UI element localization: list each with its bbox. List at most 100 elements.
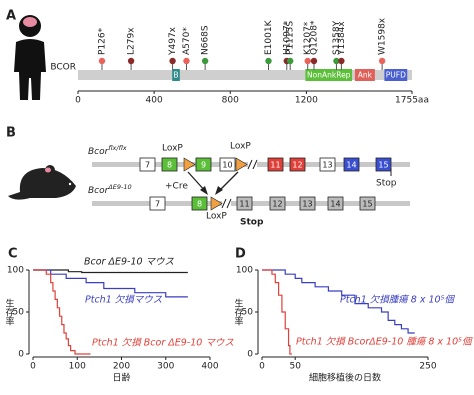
mutation-label: W1598x (378, 17, 388, 55)
mutation-marker (304, 57, 311, 65)
mutation-label: N668S (201, 25, 211, 55)
x-axis-label: 細胞移植後の日数 (309, 372, 381, 384)
exon-label: 14 (346, 161, 356, 170)
exon (359, 196, 376, 211)
domain (354, 69, 375, 81)
x-tick-label: 200 (113, 362, 130, 372)
exon (219, 157, 236, 172)
exon (319, 157, 336, 172)
mutation-label: Y1384x (337, 21, 347, 56)
break-mark (221, 198, 232, 209)
y-tick-label: 50 (13, 308, 25, 318)
break-gap (248, 160, 257, 169)
x-tick-label: 0 (75, 96, 81, 106)
series-label: Ptch1 欠損マウス (85, 294, 163, 306)
exon-label: 13 (302, 200, 312, 209)
y-tick-label: 0 (247, 350, 253, 360)
y-axis-label: 生存率 (233, 297, 244, 326)
y-tick-label: 50 (242, 308, 254, 318)
loxp-site (183, 157, 196, 172)
exon-label: 8 (197, 200, 202, 209)
x-tick-label: 800 (222, 96, 239, 106)
protein-bar (78, 70, 412, 80)
x-tick-label: 400 (201, 362, 218, 372)
gene-label: BCOR (50, 63, 76, 73)
exon-label: 13 (322, 161, 332, 170)
exon-label: 12 (292, 161, 302, 170)
mutation-marker (169, 57, 176, 65)
mutation-marker (333, 57, 340, 65)
allele: flx/flx (108, 144, 126, 152)
domain-label: B (173, 71, 178, 80)
loxp-site (210, 196, 223, 211)
mutation-label: P126* (97, 27, 107, 55)
loxp-label: LoxP (162, 144, 183, 154)
domain-label: NonAnkRep (307, 71, 351, 80)
exon (269, 196, 286, 211)
x-tick-label: 400 (146, 96, 163, 106)
mouse-icon (8, 165, 76, 200)
x-tick-label: 0 (30, 362, 36, 372)
x-tick-label: 0 (259, 362, 265, 372)
break-mark (247, 159, 258, 170)
exon (267, 157, 284, 172)
domain (305, 69, 353, 81)
mutation-marker (127, 57, 135, 65)
arrowhead (200, 186, 208, 195)
mutation-marker (201, 57, 209, 65)
panel-label: A (6, 9, 16, 24)
stop-label: Stop (240, 218, 264, 228)
mutation-label: Y497x (168, 26, 178, 56)
mutation-marker (378, 57, 386, 65)
x-tick-label: 1200 (295, 96, 318, 106)
mutation-marker (310, 57, 318, 65)
exon (299, 196, 316, 211)
mutation-label: A570* (182, 27, 192, 55)
survival-curve (33, 269, 188, 298)
exon-label: 8 (167, 161, 172, 170)
x-tick-label: 300 (157, 362, 174, 372)
exon-label: 9 (201, 161, 206, 170)
mutation-label: H1097* (282, 20, 292, 55)
exon (149, 196, 166, 211)
x-axis-label: 日齢 (112, 372, 130, 384)
loxp-site (235, 157, 248, 172)
gene-name: Bcor (88, 186, 110, 196)
exon-label: 15 (378, 161, 388, 170)
allele-label: Bcorflx/flx (88, 144, 127, 157)
loxp-label: LoxP (230, 142, 251, 152)
survival-curve (262, 269, 292, 355)
exon (343, 157, 360, 172)
survival-curve (262, 269, 415, 334)
domain-label: Ank (358, 71, 373, 80)
allele-label: BcorΔE9-10 (88, 183, 132, 196)
series-label: Ptch1 欠損 Bcor ΔE9-10 マウス (92, 337, 234, 349)
exon (139, 157, 156, 172)
gene-name: Bcor (88, 147, 110, 157)
mutation-marker (338, 57, 345, 65)
exon-label: 12 (272, 200, 282, 209)
panel-label: B (6, 126, 16, 141)
survival-curve (33, 269, 188, 274)
exon (236, 196, 253, 211)
x-tick-label: 100 (69, 362, 86, 372)
y-tick-label: 100 (7, 266, 24, 276)
survival-curve (33, 269, 91, 355)
mutation-label: L279x (127, 27, 137, 55)
stop-label: Stop (376, 179, 397, 189)
domain (384, 69, 408, 81)
exon (375, 157, 392, 172)
mutation-label: Q1208* (309, 20, 319, 55)
domain (172, 69, 180, 81)
exon (289, 157, 306, 172)
arrowhead (215, 186, 223, 195)
cre-label: +Cre (165, 182, 188, 192)
x-tick-label: 50 (289, 362, 301, 372)
panel-label: C (8, 247, 18, 262)
y-tick-label: 0 (18, 350, 24, 360)
exon-label: 11 (239, 200, 249, 209)
series-label: Ptch1 欠損 BcorΔE9-10 腫瘍 8 x 10⁵個 (296, 336, 473, 348)
exon-label: 11 (270, 161, 280, 170)
loxp-label: LoxP (206, 212, 227, 222)
